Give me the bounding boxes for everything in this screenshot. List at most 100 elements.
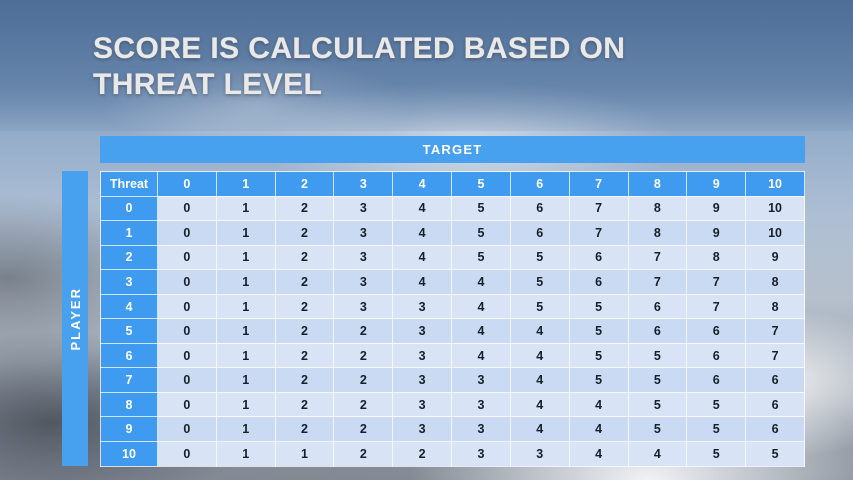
score-cell: 8 bbox=[627, 195, 688, 222]
score-cell: 6 bbox=[568, 244, 629, 271]
score-cell: 1 bbox=[215, 342, 276, 369]
score-cell: 3 bbox=[451, 441, 511, 467]
score-cell: 4 bbox=[509, 391, 570, 418]
score-cell: 6 bbox=[627, 318, 688, 344]
score-cell: 4 bbox=[509, 416, 570, 443]
score-cell: 6 bbox=[568, 269, 629, 295]
score-cell: 2 bbox=[333, 342, 394, 369]
score-cell: 0 bbox=[157, 244, 217, 271]
score-cell: 5 bbox=[627, 416, 688, 443]
score-cell: 2 bbox=[274, 342, 335, 369]
score-cell: 7 bbox=[568, 195, 629, 222]
score-cell: 7 bbox=[745, 342, 805, 369]
score-cell: 2 bbox=[392, 441, 453, 467]
row-header-1: 1 bbox=[100, 220, 158, 246]
column-header-1: 1 bbox=[215, 171, 276, 197]
score-cell: 5 bbox=[627, 391, 688, 418]
score-cell: 9 bbox=[686, 195, 747, 222]
score-cell: 3 bbox=[392, 342, 453, 369]
score-cell: 4 bbox=[627, 441, 688, 467]
score-cell: 2 bbox=[274, 318, 335, 344]
row-header-0: 0 bbox=[100, 195, 158, 222]
column-header-4: 4 bbox=[392, 171, 453, 197]
score-cell: 3 bbox=[392, 318, 453, 344]
score-cell: 1 bbox=[215, 195, 276, 222]
score-cell: 1 bbox=[215, 293, 276, 320]
score-cell: 0 bbox=[157, 441, 217, 467]
score-cell: 2 bbox=[333, 367, 394, 393]
player-axis-header: PLAYER bbox=[62, 171, 88, 466]
score-cell: 0 bbox=[157, 391, 217, 418]
row-header-10: 10 bbox=[100, 441, 158, 467]
score-cell: 6 bbox=[686, 342, 747, 369]
score-cell: 7 bbox=[745, 318, 805, 344]
row-header-2: 2 bbox=[100, 244, 158, 271]
row-header-7: 7 bbox=[100, 367, 158, 393]
score-cell: 8 bbox=[686, 244, 747, 271]
row-header-8: 8 bbox=[100, 391, 158, 418]
score-cell: 3 bbox=[333, 293, 394, 320]
column-header-3: 3 bbox=[333, 171, 394, 197]
score-cell: 0 bbox=[157, 342, 217, 369]
score-cell: 5 bbox=[509, 244, 570, 271]
score-cell: 4 bbox=[451, 293, 511, 320]
column-header-2: 2 bbox=[274, 171, 335, 197]
score-cell: 6 bbox=[686, 367, 747, 393]
score-cell: 2 bbox=[274, 293, 335, 320]
score-cell: 1 bbox=[215, 269, 276, 295]
score-cell: 5 bbox=[509, 269, 570, 295]
score-cell: 0 bbox=[157, 318, 217, 344]
score-cell: 9 bbox=[745, 244, 805, 271]
score-cell: 10 bbox=[745, 220, 805, 246]
score-cell: 4 bbox=[509, 318, 570, 344]
score-cell: 2 bbox=[274, 269, 335, 295]
score-cell: 0 bbox=[157, 293, 217, 320]
score-cell: 2 bbox=[333, 318, 394, 344]
score-cell: 6 bbox=[745, 367, 805, 393]
score-cell: 0 bbox=[157, 220, 217, 246]
score-cell: 6 bbox=[745, 391, 805, 418]
row-header-9: 9 bbox=[100, 416, 158, 443]
score-cell: 5 bbox=[451, 244, 511, 271]
score-cell: 4 bbox=[568, 416, 629, 443]
score-cell: 6 bbox=[745, 416, 805, 443]
score-cell: 1 bbox=[215, 367, 276, 393]
score-cell: 0 bbox=[157, 269, 217, 295]
score-cell: 4 bbox=[451, 318, 511, 344]
score-cell: 0 bbox=[157, 195, 217, 222]
score-cell: 5 bbox=[745, 441, 805, 467]
score-cell: 6 bbox=[509, 220, 570, 246]
score-cell: 4 bbox=[392, 269, 453, 295]
score-cell: 4 bbox=[509, 342, 570, 369]
score-cell: 2 bbox=[274, 244, 335, 271]
slide-title-line-2: THREAT LEVEL bbox=[93, 68, 323, 101]
score-cell: 7 bbox=[686, 269, 747, 295]
score-cell: 4 bbox=[392, 244, 453, 271]
target-axis-header: TARGET bbox=[100, 136, 805, 163]
row-header-6: 6 bbox=[100, 342, 158, 369]
score-cell: 1 bbox=[215, 244, 276, 271]
score-cell: 4 bbox=[451, 342, 511, 369]
score-cell: 8 bbox=[745, 269, 805, 295]
score-cell: 5 bbox=[568, 342, 629, 369]
score-matrix-table: Threat 0 1 2 3 4 5 6 7 8 9 10 0 0 1 2 3 4 5 6 7 8 9 10 1 0 1 2 3 4 5 6 7… bbox=[100, 171, 805, 467]
score-cell: 5 bbox=[627, 342, 688, 369]
score-cell: 3 bbox=[333, 244, 394, 271]
score-cell: 3 bbox=[392, 391, 453, 418]
score-cell: 2 bbox=[274, 195, 335, 222]
row-header-3: 3 bbox=[100, 269, 158, 295]
score-cell: 2 bbox=[274, 416, 335, 443]
score-cell: 1 bbox=[215, 318, 276, 344]
score-cell: 5 bbox=[686, 441, 747, 467]
score-cell: 5 bbox=[451, 195, 511, 222]
score-cell: 3 bbox=[392, 293, 453, 320]
table-header-row: Threat 0 1 2 3 4 5 6 7 8 9 10 bbox=[100, 171, 805, 197]
score-cell: 3 bbox=[392, 416, 453, 443]
title-overlay-band bbox=[0, 0, 853, 131]
score-cell: 6 bbox=[686, 318, 747, 344]
score-cell: 4 bbox=[451, 269, 511, 295]
